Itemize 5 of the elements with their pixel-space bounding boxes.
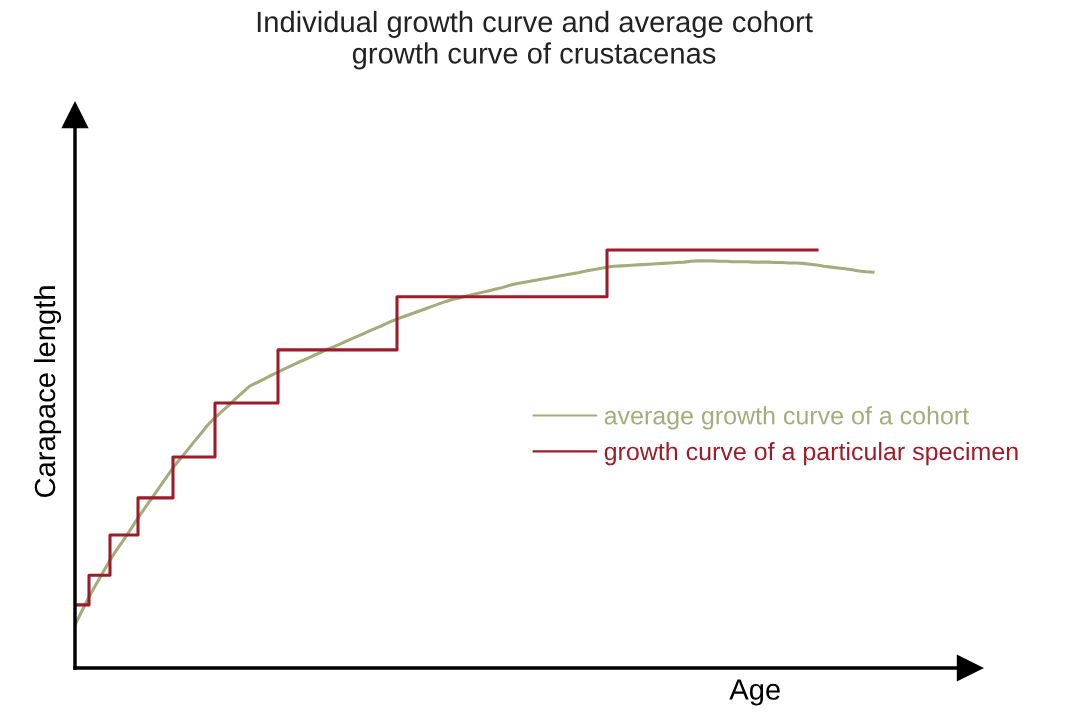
x-axis-title: Age — [729, 679, 780, 706]
legend-label: growth curve of a particular specimen — [604, 441, 1018, 466]
y-axis-title: Carapace length — [33, 286, 62, 498]
chart-title: Individual growth curve and average cohort growth curve of crustacenas — [257, 10, 813, 70]
legend-label: average growth curve of a cohort — [604, 406, 969, 430]
